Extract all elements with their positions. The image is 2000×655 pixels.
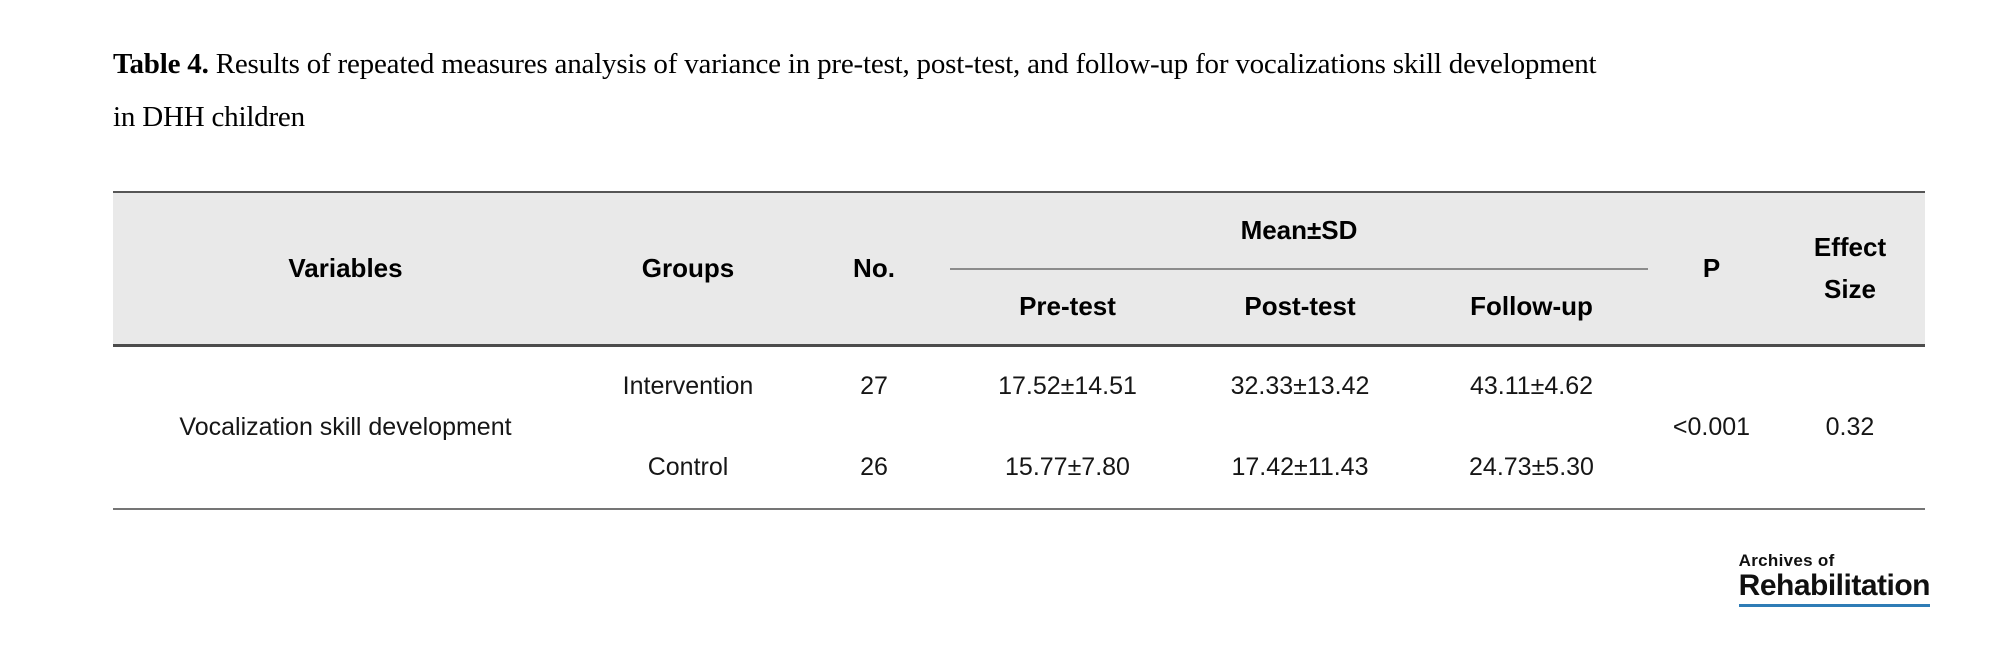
journal-logo: Archives of Rehabilitation — [1738, 551, 1931, 607]
header-effect-size-text: Effect Size — [1813, 232, 1887, 305]
table-number-label: Table 4. — [113, 48, 209, 80]
cell-p-value: <0.001 — [1672, 412, 1751, 441]
cell-posttest-intervention: 32.33±13.42 — [1230, 372, 1370, 401]
caption-line-1: Table 4. Results of repeated measures an… — [113, 38, 1597, 91]
cell-no-intervention: 27 — [860, 372, 888, 401]
results-table: Variables Groups No. Mean±SD P Effect Si… — [113, 191, 1925, 510]
header-follow-up: Follow-up — [1470, 291, 1593, 322]
header-pre-test: Pre-test — [1019, 291, 1116, 322]
header-no: No. — [853, 252, 895, 283]
header-p: P — [1702, 252, 1721, 283]
table-header: Variables Groups No. Mean±SD P Effect Si… — [113, 192, 1925, 345]
header-row-sub: Pre-test Post-test Follow-up — [113, 269, 1925, 345]
caption-text-line1: Results of repeated measures analysis of… — [208, 48, 1597, 80]
table-caption: Table 4. Results of repeated measures an… — [113, 38, 1597, 144]
header-mean-sd: Mean±SD — [950, 192, 1648, 270]
cell-followup-intervention: 43.11±4.62 — [1469, 372, 1594, 401]
logo-archives-of: Archives of — [1738, 551, 1835, 570]
cell-effect-size: 0.32 — [1825, 412, 1875, 441]
cell-group-control: Control — [647, 453, 729, 481]
logo-rehabilitation: Rehabilitation — [1738, 569, 1931, 602]
cell-no-control: 26 — [860, 453, 888, 481]
table-row-control: Control 26 15.77±7.80 17.42±11.43 24.73±… — [113, 427, 1925, 509]
cell-followup-control: 24.73±5.30 — [1469, 453, 1594, 481]
header-variables: Variables — [288, 252, 403, 283]
cell-group-intervention: Intervention — [622, 372, 754, 401]
caption-line-2: in DHH children — [113, 101, 305, 133]
header-row-top: Variables Groups No. Mean±SD P Effect Si… — [113, 192, 1925, 304]
cell-posttest-control: 17.42±11.43 — [1231, 453, 1369, 481]
cell-pretest-control: 15.77±7.80 — [1005, 453, 1130, 481]
table-row-intervention: Vocalization skill development Intervent… — [113, 345, 1925, 441]
header-groups: Groups — [641, 252, 735, 283]
cell-pretest-intervention: 17.52±14.51 — [998, 372, 1137, 401]
header-effect-size: Effect Size — [1775, 192, 1925, 345]
table-body: Vocalization skill development Intervent… — [113, 345, 1925, 509]
cell-variable: Vocalization skill development — [179, 412, 512, 441]
header-post-test: Post-test — [1244, 291, 1356, 322]
